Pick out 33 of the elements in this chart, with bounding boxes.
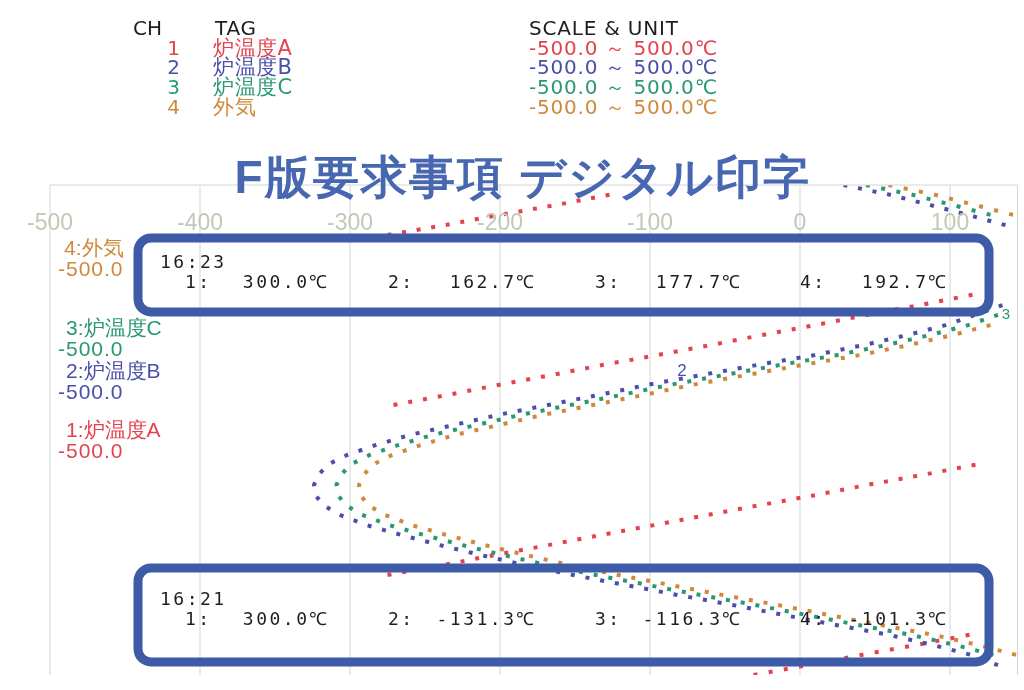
x-tick-label: 0 <box>793 209 807 235</box>
annotation: 4:外気 <box>64 235 124 259</box>
annotation: 2: <box>388 607 415 629</box>
annotation: 2:炉温度B <box>66 358 161 382</box>
annotation: 3: <box>595 607 622 629</box>
annotation: 3 <box>1001 304 1011 322</box>
annotation: 3: <box>595 270 622 292</box>
annotation: 16:23 <box>160 250 227 272</box>
text: CH <box>133 16 163 40</box>
x-tick-label: 100 <box>930 209 970 235</box>
annotation: -131.3℃ <box>436 607 537 629</box>
annotation: 1: <box>185 607 212 629</box>
x-tick-label: -100 <box>626 209 674 235</box>
annotation: 300.0℃ <box>242 607 330 629</box>
annotation: -101.3℃ <box>848 607 949 629</box>
x-tick-label: -500 <box>26 209 74 235</box>
x-tick-label: -400 <box>176 209 224 235</box>
annotation: 1:炉温度A <box>66 417 161 441</box>
annotation: -116.3℃ <box>642 607 743 629</box>
annotation: 177.7℃ <box>655 270 743 292</box>
annotation: 3:炉温度C <box>66 315 162 339</box>
annotation: 2: <box>388 270 415 292</box>
annotation: 192.7℃ <box>861 270 949 292</box>
x-tick-label: -300 <box>326 209 374 235</box>
annotation: 2 <box>677 360 687 380</box>
annotation: 162.7℃ <box>449 270 537 292</box>
annotation: 4: <box>800 270 827 292</box>
annotation: 1: <box>185 270 212 292</box>
x-tick-label: -200 <box>476 209 524 235</box>
annotation: 16:21 <box>160 587 227 609</box>
annotation: 4: <box>800 607 827 629</box>
annotation: 300.0℃ <box>242 270 330 292</box>
chart-title: F版要求事項 デジタル印字 <box>234 151 812 203</box>
